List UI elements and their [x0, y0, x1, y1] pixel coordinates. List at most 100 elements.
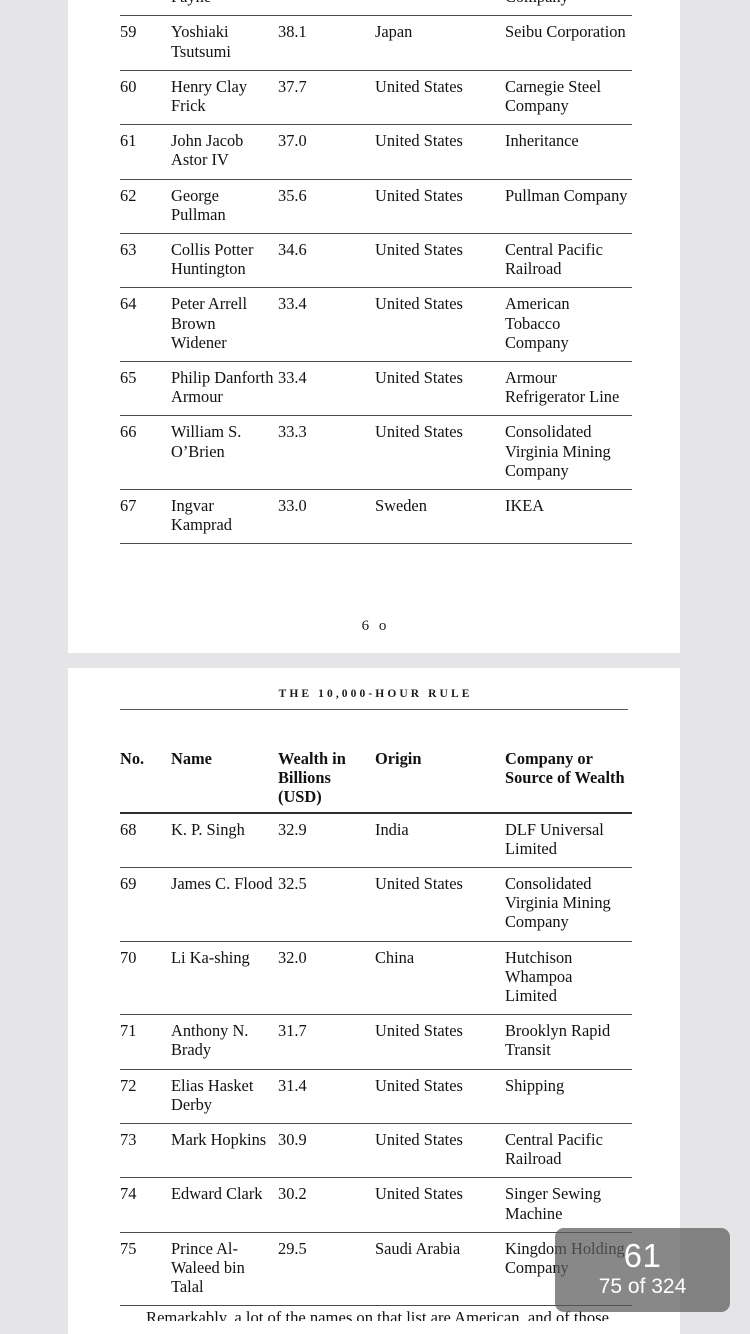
cell-source: Consolidated Virginia Mining Company: [505, 415, 632, 491]
cell-wealth: 33.4: [278, 361, 375, 417]
running-head: THE 10,000-HOUR RULE: [120, 688, 628, 710]
cell-no: 68: [120, 812, 171, 869]
cell-no: 72: [120, 1069, 171, 1125]
cell-origin: Saudi Arabia: [375, 1232, 505, 1307]
cell-origin: China: [375, 941, 505, 1016]
cell-wealth: 30.2: [278, 1177, 375, 1233]
running-head-title: THE 10,000-HOUR RULE: [278, 688, 473, 700]
running-head-rule: [120, 708, 628, 710]
cell-name: John Jacob Astor IV: [171, 124, 278, 180]
cell-origin: United States: [375, 0, 505, 17]
page-indicator-overlay: 61 75 of 324: [555, 1228, 730, 1312]
cell-source: DLF Universal Limited: [505, 812, 632, 869]
cell-name: Yoshiaki Tsutsumi: [171, 15, 278, 71]
book-page-60[interactable]: 58 Oliver H. Payne 38.8 United States St…: [68, 0, 680, 653]
cell-no: 61: [120, 124, 171, 180]
table-body: 58 Oliver H. Payne 38.8 United States St…: [120, 0, 632, 545]
page-indicator-progress: 75 of 324: [598, 1275, 687, 1298]
cell-wealth: 32.0: [278, 941, 375, 1016]
wealth-table-page-60: 58 Oliver H. Payne 38.8 United States St…: [120, 0, 632, 545]
cell-no: 59: [120, 15, 171, 71]
cell-name: Elias Hasket Derby: [171, 1069, 278, 1125]
cell-name: Oliver H. Payne: [171, 0, 278, 17]
cell-wealth: 32.9: [278, 812, 375, 869]
cell-no: 63: [120, 233, 171, 289]
table-row: 69 James C. Flood 32.5 United States Con…: [120, 867, 632, 942]
table-row: 63 Collis Potter Huntington 34.6 United …: [120, 233, 632, 289]
cell-no: 65: [120, 361, 171, 417]
table-header-row: No. Name Wealth in Billions (USD) Origin…: [120, 745, 632, 814]
cell-name: Collis Potter Huntington: [171, 233, 278, 289]
cell-no: 70: [120, 941, 171, 1016]
cell-no: 73: [120, 1123, 171, 1179]
table-row: 73 Mark Hopkins 30.9 United States Centr…: [120, 1123, 632, 1179]
cell-origin: United States: [375, 415, 505, 491]
cell-wealth: 37.0: [278, 124, 375, 180]
cell-name: K. P. Singh: [171, 812, 278, 869]
column-header-wealth: Wealth in Billions (USD): [278, 745, 375, 814]
cell-name: Mark Hopkins: [171, 1123, 278, 1179]
column-header-origin: Origin: [375, 745, 505, 814]
cell-source: Hutchison Whampoa Limited: [505, 941, 632, 1016]
cell-source: Consolidated Virginia Mining Company: [505, 867, 632, 942]
cell-origin: United States: [375, 867, 505, 942]
cell-source: Brooklyn Rapid Transit: [505, 1014, 632, 1070]
cell-origin: Japan: [375, 15, 505, 71]
cell-name: Philip Danforth Armour: [171, 361, 278, 417]
table-row: 64 Peter Arrell Brown Widener 33.4 Unite…: [120, 287, 632, 363]
cell-no: 62: [120, 179, 171, 235]
cell-wealth: 31.7: [278, 1014, 375, 1070]
cell-origin: United States: [375, 1014, 505, 1070]
cell-source: Standard Oil Company: [505, 0, 632, 17]
table-row: 71 Anthony N. Brady 31.7 United States B…: [120, 1014, 632, 1070]
cell-source: Central Pacific Railroad: [505, 1123, 632, 1179]
cell-wealth: 32.5: [278, 867, 375, 942]
cell-source: Inheritance: [505, 124, 632, 180]
cell-no: 60: [120, 70, 171, 126]
cell-wealth: 33.0: [278, 489, 375, 545]
column-header-source: Company or Source of Wealth: [505, 745, 632, 814]
cell-origin: United States: [375, 70, 505, 126]
body-paragraph-clipped: Remarkably, a lot of the names on that l…: [146, 1308, 614, 1321]
table-row: 61 John Jacob Astor IV 37.0 United State…: [120, 124, 632, 180]
cell-source: Armour Refrigerator Line: [505, 361, 632, 417]
table-row: 66 William S. O’Brien 33.3 United States…: [120, 415, 632, 491]
cell-origin: United States: [375, 179, 505, 235]
wealth-table-page-61: No. Name Wealth in Billions (USD) Origin…: [120, 745, 632, 1307]
cell-source: Pullman Company: [505, 179, 632, 235]
cell-source: American Tobacco Company: [505, 287, 632, 363]
cell-name: William S. O’Brien: [171, 415, 278, 491]
cell-name: George Pullman: [171, 179, 278, 235]
table-row: 65 Philip Danforth Armour 33.4 United St…: [120, 361, 632, 417]
cell-origin: India: [375, 812, 505, 869]
page-folio-60: 6 o: [361, 618, 390, 634]
cell-source: Shipping: [505, 1069, 632, 1125]
cell-no: 67: [120, 489, 171, 545]
table-row: 62 George Pullman 35.6 United States Pul…: [120, 179, 632, 235]
cell-name: Anthony N. Brady: [171, 1014, 278, 1070]
cell-origin: United States: [375, 1069, 505, 1125]
table-header: No. Name Wealth in Billions (USD) Origin…: [120, 745, 632, 814]
table-row: 74 Edward Clark 30.2 United States Singe…: [120, 1177, 632, 1233]
cell-no: 71: [120, 1014, 171, 1070]
cell-source: Carnegie Steel Company: [505, 70, 632, 126]
cell-wealth: 38.8: [278, 0, 375, 17]
cell-no: 74: [120, 1177, 171, 1233]
table-row: 59 Yoshiaki Tsutsumi 38.1 Japan Seibu Co…: [120, 15, 632, 71]
cell-origin: United States: [375, 1123, 505, 1179]
cell-source: Singer Sewing Machine: [505, 1177, 632, 1233]
cell-source: Central Pacific Railroad: [505, 233, 632, 289]
cell-wealth: 29.5: [278, 1232, 375, 1307]
cell-no: 69: [120, 867, 171, 942]
cell-name: Li Ka-shing: [171, 941, 278, 1016]
cell-name: Edward Clark: [171, 1177, 278, 1233]
table-row: 70 Li Ka-shing 32.0 China Hutchison Wham…: [120, 941, 632, 1016]
column-header-name: Name: [171, 745, 278, 814]
cell-origin: United States: [375, 1177, 505, 1233]
cell-origin: United States: [375, 233, 505, 289]
cell-source: IKEA: [505, 489, 632, 545]
cell-wealth: 33.3: [278, 415, 375, 491]
cell-wealth: 30.9: [278, 1123, 375, 1179]
table-row: 58 Oliver H. Payne 38.8 United States St…: [120, 0, 632, 17]
